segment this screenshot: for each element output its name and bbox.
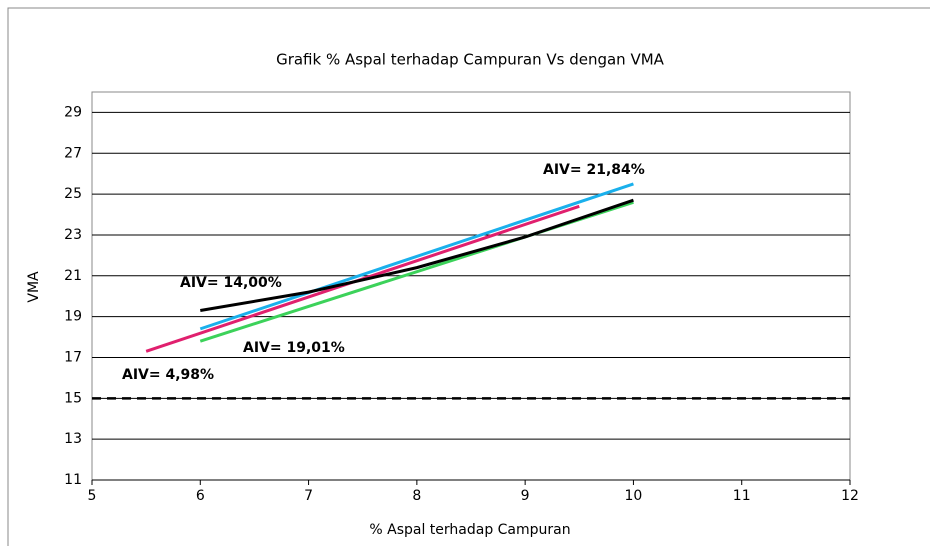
y-tick-label: 27 xyxy=(64,145,82,161)
y-tick-label: 25 xyxy=(64,186,82,202)
y-tick-label: 11 xyxy=(64,472,82,488)
series-line xyxy=(200,198,634,312)
x-tick-label: 5 xyxy=(88,488,97,504)
annotation: AIV= 14,00% xyxy=(180,275,282,291)
x-tick-label: 9 xyxy=(521,488,530,504)
x-tick-label: 7 xyxy=(304,488,313,504)
y-tick-label: 19 xyxy=(64,309,82,325)
y-tick-label: 29 xyxy=(64,104,82,120)
annotation: AIV= 4,98% xyxy=(122,367,214,383)
x-tick-label: 8 xyxy=(412,488,421,504)
y-tick-label: 15 xyxy=(64,390,82,406)
x-axis-label: % Aspal terhadap Campuran xyxy=(369,522,570,538)
chart-title: Grafik % Aspal terhadap Campuran Vs deng… xyxy=(276,51,665,69)
y-tick-label: 13 xyxy=(64,431,82,447)
annotation: AIV= 19,01% xyxy=(243,340,345,356)
annotation: AIV= 21,84% xyxy=(543,162,645,178)
y-axis-label: VMA xyxy=(26,271,42,303)
y-tick-label: 21 xyxy=(64,268,82,284)
x-tick-label: 12 xyxy=(841,488,859,504)
x-tick-label: 10 xyxy=(625,488,643,504)
x-tick-label: 6 xyxy=(196,488,205,504)
chart-frame xyxy=(7,7,930,546)
y-tick-label: 23 xyxy=(64,227,82,243)
y-tick-label: 17 xyxy=(64,349,82,365)
x-tick-label: 11 xyxy=(733,488,751,504)
series-line xyxy=(199,182,634,331)
